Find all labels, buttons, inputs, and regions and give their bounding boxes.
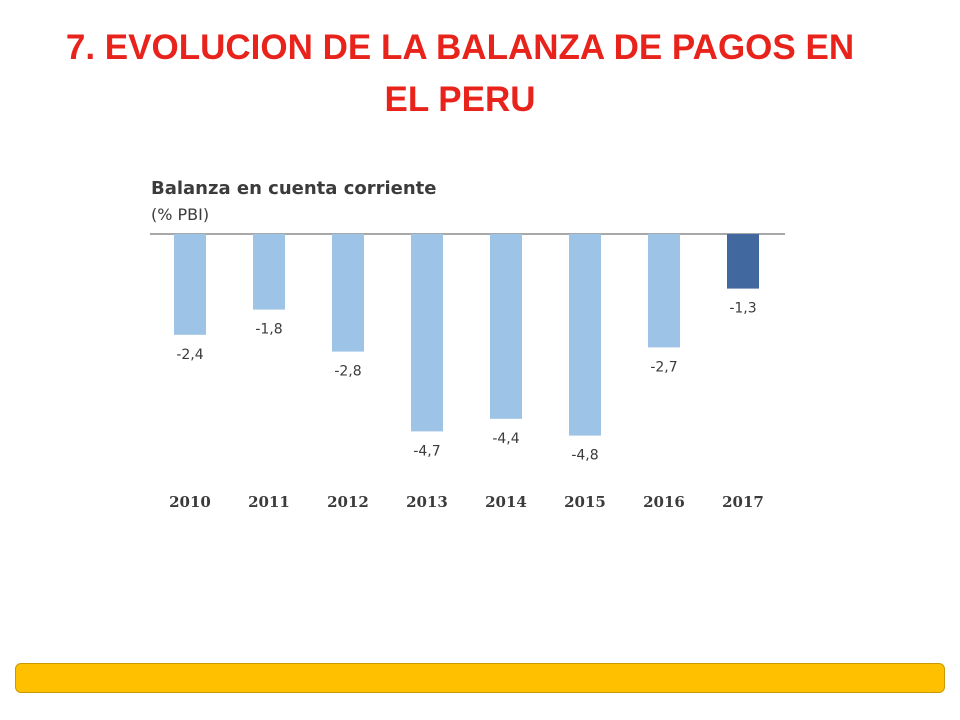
bar-2017: [727, 234, 759, 289]
data-label-2011: -1,8: [255, 322, 282, 338]
bar-2012: [332, 234, 364, 352]
slide-title: 7. EVOLUCION DE LA BALANZA DE PAGOS EN E…: [65, 28, 855, 119]
footer-bar: [15, 663, 945, 693]
x-tick-label-2010: 2010: [169, 493, 211, 511]
bar-2016: [648, 234, 680, 348]
x-tick-label-2011: 2011: [248, 493, 290, 511]
bar-2014: [490, 234, 522, 419]
data-label-2013: -4,7: [413, 443, 440, 459]
data-label-2015: -4,8: [571, 448, 598, 464]
chart-title: Balanza en cuenta corriente: [151, 178, 437, 199]
x-tick-label-2015: 2015: [564, 493, 606, 511]
bar-2015: [569, 234, 601, 436]
x-tick-label-2017: 2017: [722, 493, 764, 511]
x-tick-label-2012: 2012: [327, 493, 369, 511]
data-label-2010: -2,4: [176, 347, 203, 363]
bar-2011: [253, 234, 285, 310]
bar-2013: [411, 234, 443, 432]
data-label-2017: -1,3: [729, 301, 756, 317]
bar-2010: [174, 234, 206, 335]
data-label-2016: -2,7: [650, 359, 677, 375]
x-tick-label-2013: 2013: [406, 493, 448, 511]
x-tick-label-2014: 2014: [485, 493, 527, 511]
chart-subtitle: (% PBI): [151, 205, 210, 224]
data-label-2014: -4,4: [492, 431, 519, 447]
x-tick-label-2016: 2016: [643, 493, 685, 511]
data-label-2012: -2,8: [334, 364, 361, 380]
